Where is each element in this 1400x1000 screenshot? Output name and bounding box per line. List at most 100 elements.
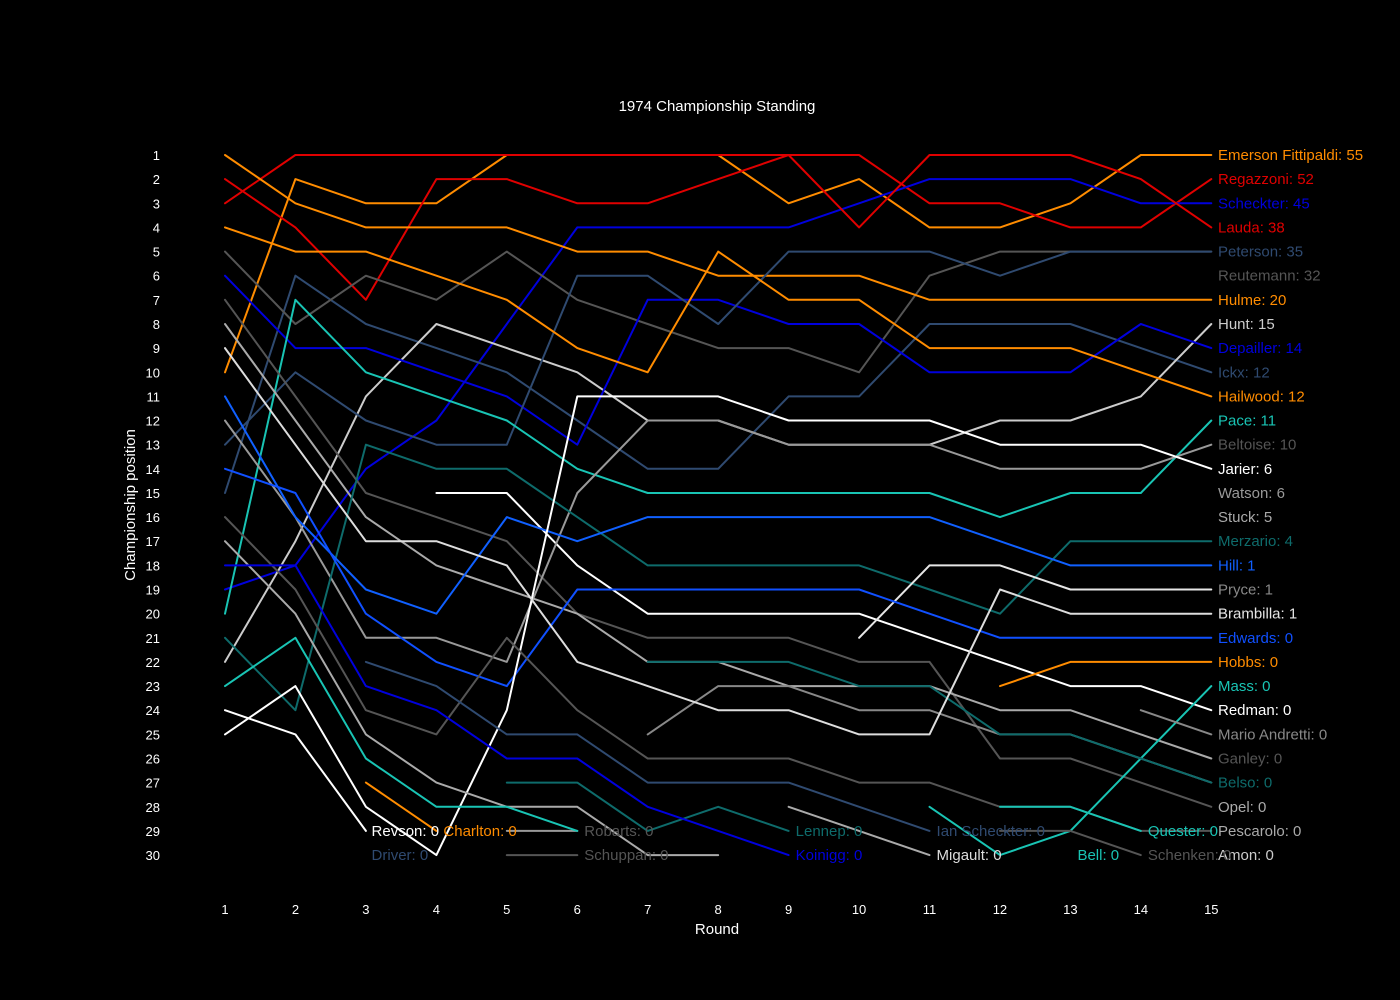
- y-tick-label: 25: [146, 727, 160, 742]
- x-tick-label: 9: [785, 902, 792, 917]
- x-tick-label: 15: [1204, 902, 1218, 917]
- series-line: [224, 250, 1213, 374]
- series-line: [224, 154, 1213, 229]
- end-labels: Emerson Fittipaldi: 55 Regazzoni: 52 Schec…: [1218, 147, 1363, 864]
- series-line: [224, 443, 1213, 712]
- x-tick-label: 11: [923, 902, 937, 917]
- y-tick-label: 22: [146, 655, 160, 670]
- series-line: [858, 564, 1213, 639]
- series-bell: [224, 636, 579, 832]
- end-label: Hobbs: 0: [1218, 654, 1278, 671]
- end-label: Pace: 11: [1218, 413, 1276, 430]
- series-line: [1139, 709, 1213, 736]
- end-label: Hunt: 15: [1218, 316, 1275, 333]
- y-tick-label: 14: [146, 462, 160, 477]
- y-tick-label: 10: [146, 365, 160, 380]
- inline-label: Revson: 0: [372, 823, 440, 840]
- series-line: [435, 492, 1213, 712]
- series-brambilla: [858, 564, 1213, 639]
- end-label: Opel: 0: [1218, 799, 1266, 816]
- end-label: Jarier: 6: [1218, 461, 1272, 478]
- series-migault: [224, 347, 1213, 736]
- series-hailwood: [224, 226, 1213, 398]
- series-line: [224, 250, 1213, 446]
- series-regazzoni: [224, 154, 1213, 229]
- y-tick-label: 11: [147, 389, 161, 404]
- series-line: [999, 805, 1142, 832]
- end-label: Ganley: 0: [1218, 751, 1282, 768]
- inline-label: Charlton: 0: [443, 823, 516, 840]
- series-line: [505, 781, 790, 832]
- y-tick-label: 18: [146, 558, 160, 573]
- y-tick-label: 27: [146, 776, 160, 791]
- end-label: Stuck: 5: [1218, 509, 1272, 526]
- y-tick-label: 23: [146, 679, 160, 694]
- end-label: Redman: 0: [1218, 702, 1291, 719]
- x-tick-label: 13: [1063, 902, 1077, 917]
- y-tick-label: 16: [146, 510, 160, 525]
- x-tick-label: 1: [221, 902, 228, 917]
- inline-label: Driver: 0: [372, 847, 429, 864]
- y-tick-label: 26: [146, 752, 160, 767]
- end-label: Mass: 0: [1218, 678, 1271, 695]
- series-line: [224, 419, 1213, 663]
- series-pace: [224, 298, 1213, 615]
- y-tick-label: 9: [153, 341, 160, 356]
- series-line: [224, 274, 1213, 494]
- series-peterson: [224, 274, 1213, 494]
- end-label: Hulme: 20: [1218, 292, 1286, 309]
- series-line: [224, 298, 1213, 615]
- end-label: Hill: 1: [1218, 557, 1256, 574]
- y-tick-label: 3: [153, 196, 160, 211]
- series-line: [224, 154, 1213, 374]
- series-line: [999, 660, 1213, 688]
- series-koinigg: [224, 564, 790, 857]
- series-line: [224, 178, 1213, 591]
- series-hobbs: [999, 660, 1213, 688]
- series-line: [224, 540, 720, 857]
- series-line: [224, 395, 1213, 615]
- series-opel: [787, 805, 931, 857]
- end-label: Regazzoni: 52: [1218, 171, 1314, 188]
- end-label: Watson: 6: [1218, 485, 1285, 502]
- inline-label: Lennep: 0: [796, 823, 863, 840]
- y-tick-label: 12: [146, 414, 160, 429]
- series-mario-andretti: [1139, 709, 1213, 736]
- x-tick-label: 10: [852, 902, 866, 917]
- series-line: [224, 467, 1213, 688]
- series-line: [224, 564, 790, 857]
- series-watson: [224, 419, 1213, 663]
- series-ganley: [224, 516, 1213, 832]
- end-label: Emerson Fittipaldi: 55: [1218, 147, 1363, 164]
- y-tick-label: 4: [153, 220, 160, 235]
- series-merzario: [224, 443, 1213, 712]
- x-tick-label: 3: [362, 902, 369, 917]
- x-tick-label: 5: [503, 902, 510, 917]
- x-tick-label: 14: [1134, 902, 1148, 917]
- x-tick-label: 8: [715, 902, 722, 917]
- end-label: Hailwood: 12: [1218, 388, 1305, 405]
- x-tick-label: 7: [644, 902, 651, 917]
- end-label: Depailler: 14: [1218, 340, 1302, 357]
- end-label: Pescarolo: 0: [1218, 823, 1301, 840]
- y-tick-label: 1: [153, 148, 160, 163]
- inline-label: Robarts: 0: [584, 823, 653, 840]
- inline-label: Koinigg: 0: [796, 847, 863, 864]
- end-label: Pryce: 1: [1218, 582, 1273, 599]
- series-lennep: [505, 781, 790, 832]
- series-emerson-fittipaldi: [224, 154, 1213, 374]
- series-line: [224, 154, 1213, 301]
- series-redman: [224, 395, 1213, 857]
- end-label: Amon: 0: [1218, 847, 1274, 864]
- series-pescarolo: [224, 540, 720, 857]
- inline-label: Bell: 0: [1077, 847, 1119, 864]
- series-revson: [224, 709, 367, 832]
- series-reutemann: [224, 250, 1213, 374]
- y-ticks: 1234567891011121314151617181920212223242…: [146, 148, 160, 863]
- series-depailler: [224, 274, 1213, 446]
- y-tick-label: 7: [153, 293, 160, 308]
- x-axis-label: Round: [695, 921, 739, 938]
- inline-label: Migault: 0: [937, 847, 1002, 864]
- series-line: [224, 709, 367, 832]
